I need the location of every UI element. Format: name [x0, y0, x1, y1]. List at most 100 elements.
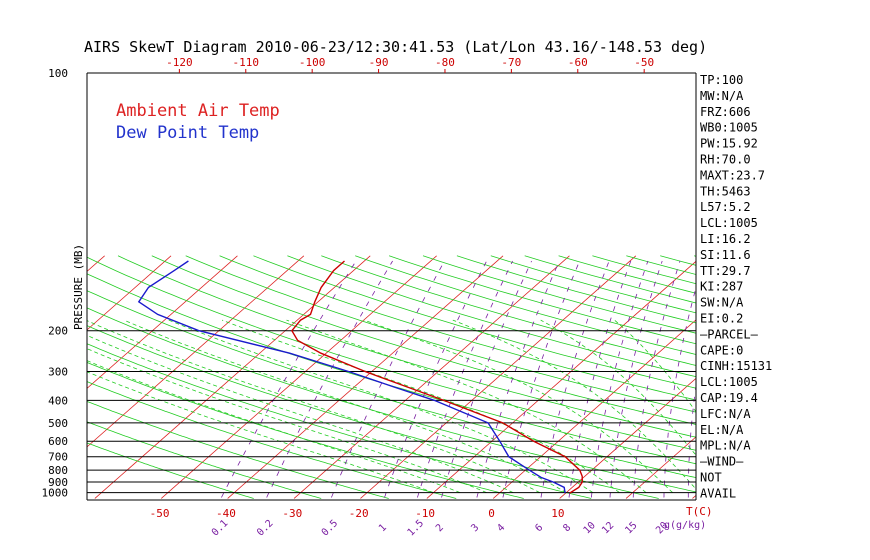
top-temp-tick-label: -100 — [299, 56, 326, 69]
isotherm-line — [0, 256, 38, 499]
mixing-ratio-tick-label: 12 — [600, 520, 616, 536]
index-item: TP:100 — [700, 73, 743, 87]
dry-adiabat-line — [219, 255, 696, 401]
mixing-ratio-tick-label: 8 — [561, 522, 573, 534]
moist-adiabat-line — [87, 360, 461, 493]
dry-adiabat-line — [422, 255, 696, 334]
mixing-ratio-tick-label: 1.5 — [406, 518, 427, 539]
legend-dew-point-temp: Dew Point Temp — [116, 123, 259, 143]
index-item: LI:16.2 — [700, 232, 751, 246]
isotherm-line — [87, 255, 172, 331]
mixing-ratio-line — [384, 260, 487, 498]
chart-title: AIRS SkewT Diagram 2010-06-23/12:30:41.5… — [84, 38, 707, 56]
mixing-ratio-line — [590, 260, 649, 498]
top-temp-tick-label: -120 — [166, 56, 193, 69]
moist-adiabat-line — [87, 348, 487, 493]
index-item: LCL:1005 — [700, 375, 758, 389]
isotherm-line — [360, 255, 637, 499]
index-item: MAXT:23.7 — [700, 168, 765, 182]
mixing-ratio-line — [609, 260, 663, 498]
index-item: TH:5463 — [700, 184, 751, 198]
isotherm-line — [87, 255, 305, 448]
index-item: WB0:1005 — [700, 121, 758, 135]
dry-adiabat-line — [321, 255, 696, 366]
index-item: TT:29.7 — [700, 264, 751, 278]
index-item: PW:15.92 — [700, 137, 758, 151]
pressure-tick-label: 800 — [48, 464, 68, 477]
dry-adiabat-line — [355, 255, 696, 355]
mixing-ratio-tick-label: 3 — [469, 522, 481, 534]
pressure-tick-label: 1000 — [42, 487, 69, 500]
index-item: CAP:19.4 — [700, 391, 758, 405]
dry-adiabat-line — [87, 290, 696, 479]
moist-adiabat-line — [87, 334, 514, 493]
mixing-ratio-line — [266, 260, 393, 498]
isobar-lines — [87, 330, 696, 494]
moist-adiabat-line — [540, 319, 696, 456]
background-grid — [0, 255, 870, 499]
top-temp-tick-label: -80 — [435, 56, 455, 69]
pressure-tick-label: 600 — [48, 435, 68, 448]
top-temp-tick-label: -60 — [568, 56, 588, 69]
index-item: LCL:1005 — [700, 216, 758, 230]
bottom-temp-tick-label: -10 — [415, 507, 435, 520]
dew-point-temp-line — [137, 260, 566, 494]
top-temp-tick-label: -110 — [233, 56, 260, 69]
index-item: LFC:N/A — [700, 407, 751, 421]
moist-adiabat-line — [614, 319, 696, 413]
isotherm-line — [94, 255, 371, 499]
index-item: CAPE:0 — [700, 343, 743, 357]
dry-adiabat-line — [524, 255, 696, 304]
index-item: AVAIL — [700, 486, 736, 500]
index-item: EL:N/A — [700, 423, 744, 437]
mixing-ratio-line — [687, 383, 696, 498]
index-item: EI:0.2 — [700, 312, 743, 326]
dry-adiabat-line — [253, 255, 696, 389]
isotherm-line — [759, 256, 870, 499]
index-item: CINH:15131 — [700, 359, 772, 373]
bottom-temp-tick-label: -50 — [150, 507, 170, 520]
pressure-tick-label: 100 — [48, 67, 68, 80]
mixing-ratio-tick-label: 6 — [533, 522, 545, 534]
index-item: MW:N/A — [700, 89, 744, 103]
pressure-tick-label: 900 — [48, 476, 68, 489]
dry-adiabat-line — [185, 255, 696, 413]
top-temp-tick-label: -90 — [369, 56, 389, 69]
moist-adiabat-line — [286, 319, 647, 493]
pressure-tick-label: 500 — [48, 417, 68, 430]
dry-adiabat-line — [287, 255, 696, 378]
index-item: MPL:N/A — [700, 439, 751, 453]
moist-adiabat-line — [221, 319, 620, 493]
pressure-tick-label: 200 — [48, 325, 68, 338]
top-temp-tick-label: -70 — [501, 56, 521, 69]
profile-lines — [137, 260, 584, 494]
index-item: –PARCEL– — [700, 327, 759, 341]
mixing-ratio-tick-label: 10 — [582, 520, 598, 536]
pressure-tick-label: 400 — [48, 394, 68, 407]
index-item: FRZ:606 — [700, 105, 751, 119]
bottom-temp-tick-label: -20 — [349, 507, 369, 520]
moist-adiabat-line — [363, 319, 673, 493]
bottom-temp-tick-label: 10 — [551, 507, 564, 520]
isotherm-line — [161, 255, 437, 499]
isotherm-line — [559, 377, 696, 499]
dry-adiabat-line — [117, 255, 696, 438]
isotherm-line — [493, 319, 696, 499]
moist-adiabat-line — [87, 371, 434, 493]
dry-adiabat-line — [151, 255, 696, 425]
ambient-air-temp-line — [291, 260, 584, 494]
mixing-ratio-line — [417, 260, 513, 498]
mixing-ratio-line — [476, 260, 560, 498]
index-item: RH:70.0 — [700, 153, 751, 167]
mixing-ratio-tick-label: 0.5 — [320, 518, 341, 539]
bottom-temp-tick-label: 0 — [488, 507, 495, 520]
legend-ambient-air-temp: Ambient Air Temp — [116, 101, 280, 121]
mixing-ratio-line — [632, 260, 681, 498]
index-item: KI:287 — [700, 280, 743, 294]
dry-adiabat-line — [87, 256, 696, 451]
mixing-ratio-line — [441, 260, 532, 498]
mixing-ratio-line — [502, 260, 580, 498]
bottom-temp-tick-label: -30 — [282, 507, 302, 520]
isotherm-line — [293, 255, 570, 499]
